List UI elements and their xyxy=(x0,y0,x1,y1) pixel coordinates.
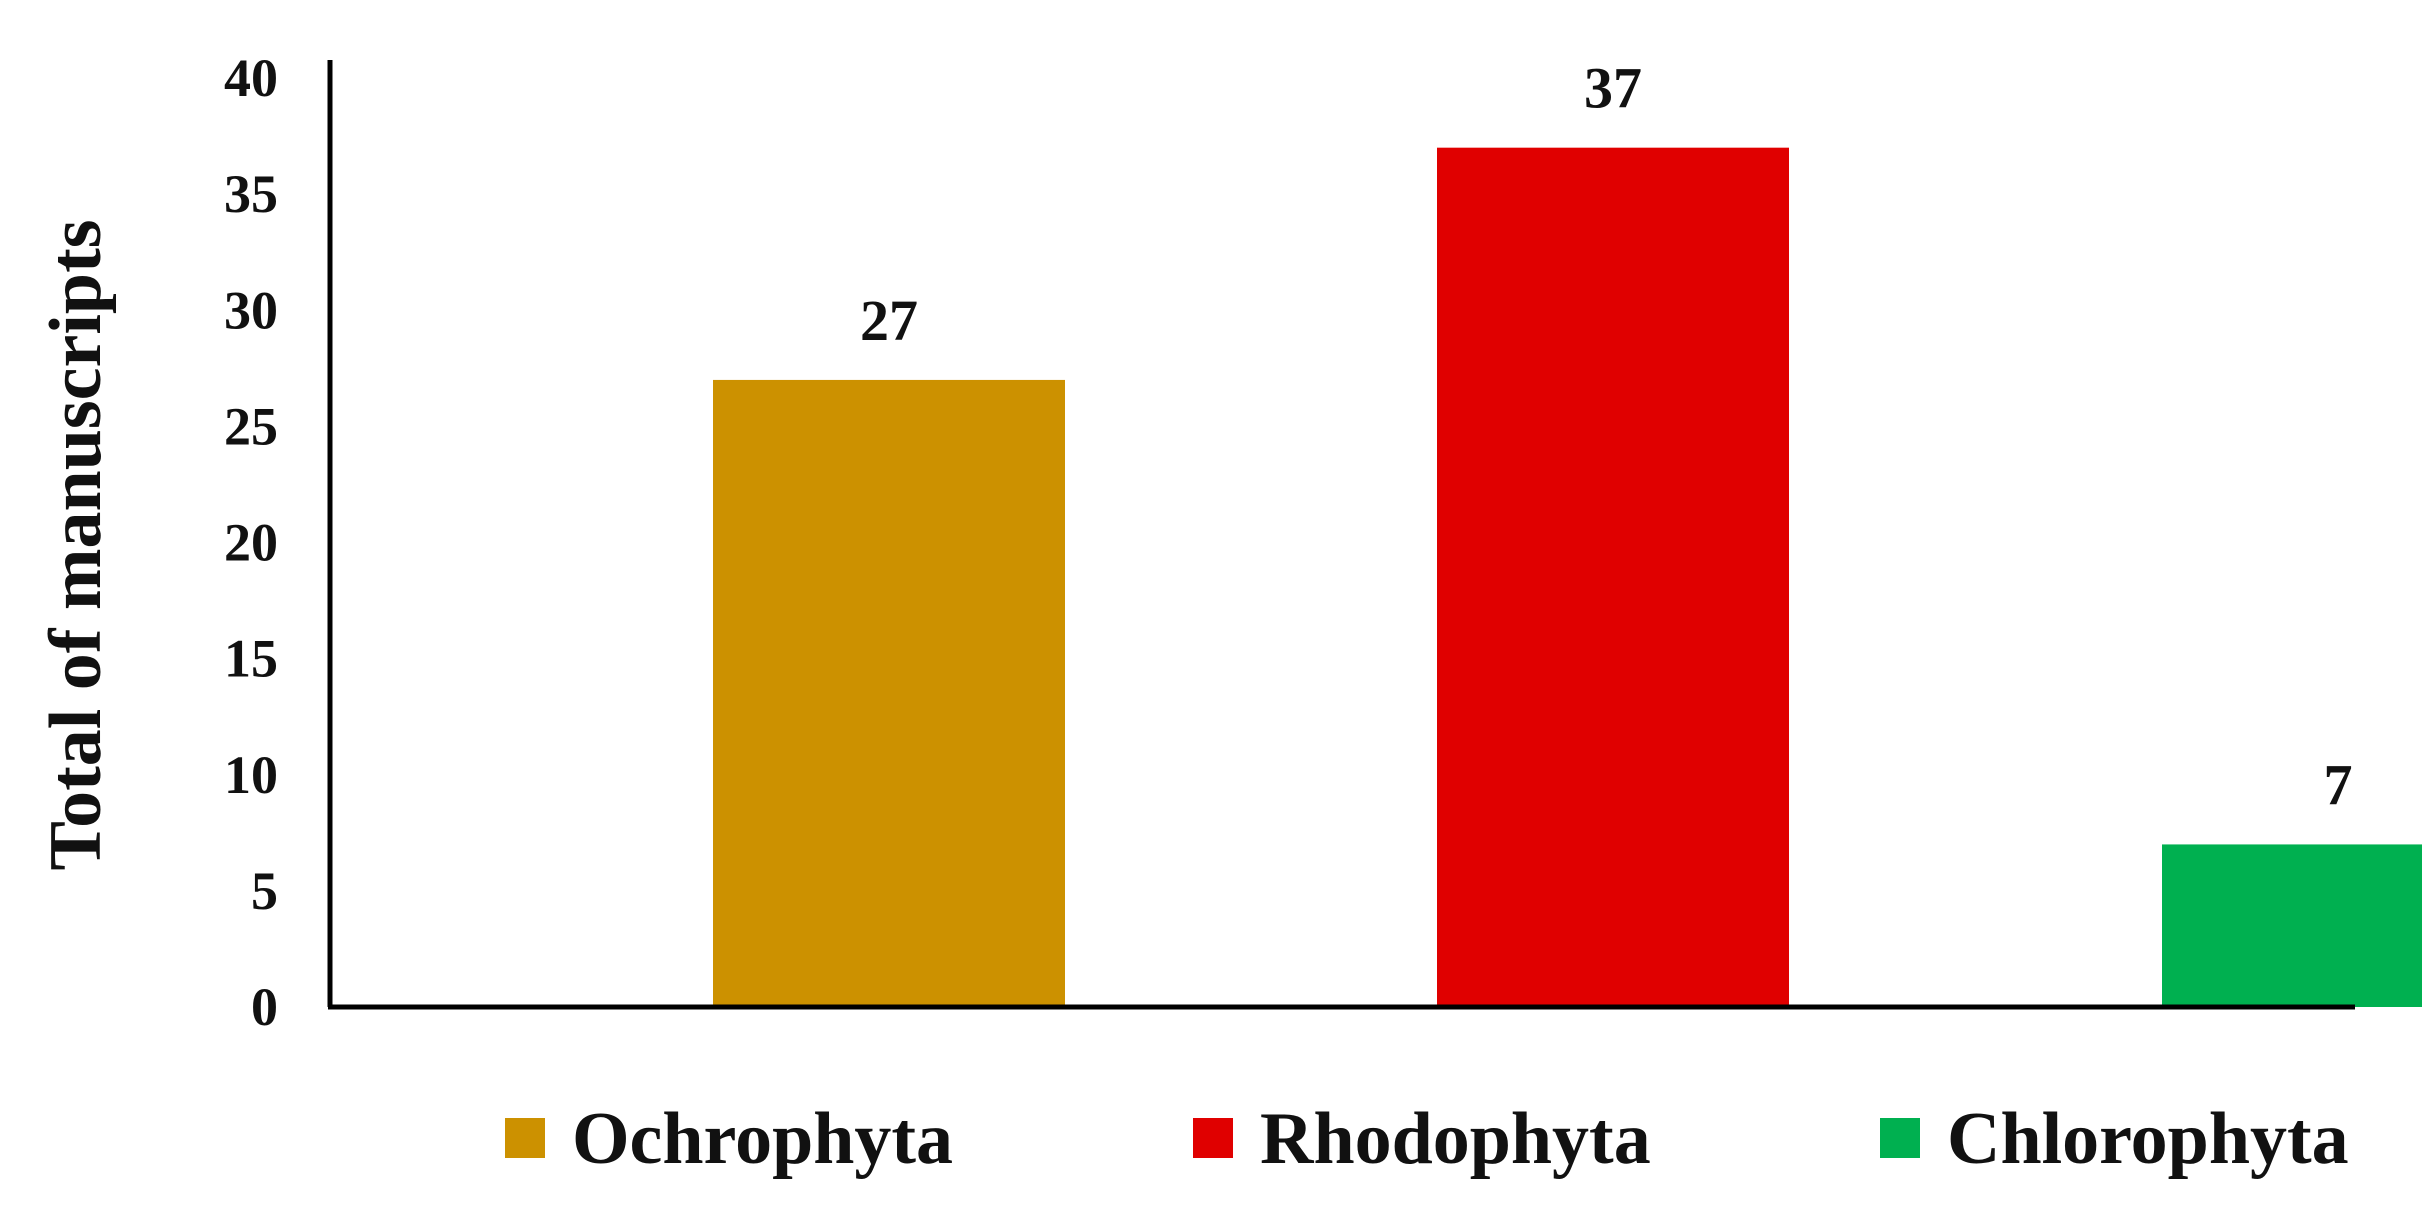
y-tick-label: 20 xyxy=(224,513,278,573)
legend-swatch-ochrophyta xyxy=(505,1118,545,1158)
bar-chlorophyta xyxy=(2162,844,2422,1007)
bar-ochrophyta xyxy=(713,379,1065,1007)
legend-label-chlorophyta: Chlorophyta xyxy=(1947,1098,2349,1180)
y-axis-ticks: 0 5 10 15 20 25 30 35 40 xyxy=(224,48,278,1037)
data-label-chlorophyta: 7 xyxy=(2324,752,2353,817)
y-axis-title: Total of manuscripts xyxy=(35,219,117,870)
data-label-rhodophyta: 37 xyxy=(1584,56,1642,121)
legend-label-rhodophyta: Rhodophyta xyxy=(1260,1098,1651,1180)
legend-swatch-chlorophyta xyxy=(1880,1118,1920,1158)
y-tick-label: 5 xyxy=(251,861,278,921)
y-tick-label: 15 xyxy=(224,629,278,689)
y-tick-label: 10 xyxy=(224,745,278,805)
y-tick-label: 30 xyxy=(224,280,278,340)
bar-rhodophyta xyxy=(1437,147,1789,1008)
y-tick-label: 40 xyxy=(224,48,278,108)
y-tick-label: 25 xyxy=(224,396,278,456)
bars-group xyxy=(713,147,2422,1008)
y-tick-label: 0 xyxy=(251,977,278,1037)
data-labels-group: 27 37 7 xyxy=(860,56,2353,818)
y-tick-label: 35 xyxy=(224,164,278,224)
legend-label-ochrophyta: Ochrophyta xyxy=(572,1098,953,1180)
data-label-ochrophyta: 27 xyxy=(860,288,918,353)
legend-swatch-rhodophyta xyxy=(1193,1118,1233,1158)
legend: Ochrophyta Rhodophyta Chlorophyta xyxy=(505,1098,2349,1180)
